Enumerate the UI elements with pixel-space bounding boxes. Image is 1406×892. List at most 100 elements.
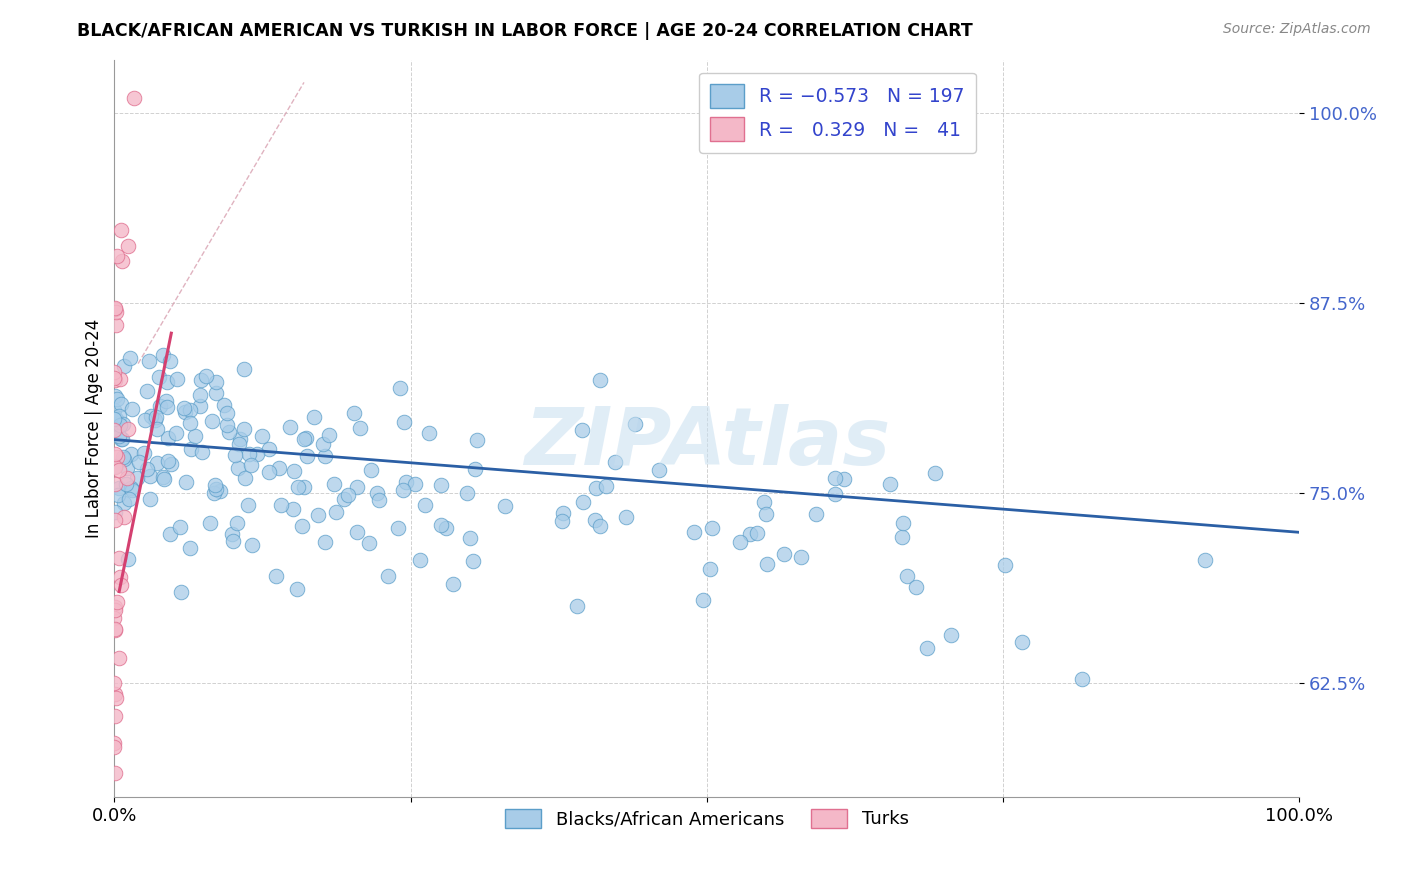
Point xyxy=(226,461,249,475)
Point xyxy=(104,602,127,616)
Point xyxy=(103,423,125,437)
Point xyxy=(160,458,183,472)
Point xyxy=(589,518,612,533)
Point xyxy=(122,90,145,104)
Point xyxy=(700,521,723,535)
Point xyxy=(195,368,218,383)
Point xyxy=(464,462,486,476)
Point xyxy=(747,525,769,540)
Point xyxy=(458,531,481,545)
Text: ZIPAtlas: ZIPAtlas xyxy=(523,404,890,482)
Point xyxy=(105,450,128,464)
Point xyxy=(236,499,259,513)
Point xyxy=(103,371,125,385)
Point xyxy=(108,372,131,386)
Point xyxy=(120,351,142,365)
Point xyxy=(349,421,371,435)
Point xyxy=(891,516,914,531)
Point xyxy=(336,488,359,502)
Point xyxy=(103,412,125,426)
Point xyxy=(108,651,131,665)
Point xyxy=(917,641,939,656)
Point xyxy=(143,413,166,427)
Point xyxy=(325,505,347,519)
Point xyxy=(166,372,188,386)
Point xyxy=(891,530,914,544)
Point xyxy=(121,401,143,416)
Point xyxy=(105,249,128,263)
Point xyxy=(139,492,162,507)
Point xyxy=(283,501,305,516)
Point xyxy=(173,404,195,418)
Point xyxy=(648,463,671,477)
Text: BLACK/AFRICAN AMERICAN VS TURKISH IN LABOR FORCE | AGE 20-24 CORRELATION CHART: BLACK/AFRICAN AMERICAN VS TURKISH IN LAB… xyxy=(77,22,973,40)
Point xyxy=(165,426,187,441)
Point xyxy=(413,498,436,512)
Point xyxy=(115,460,138,475)
Point xyxy=(138,354,160,368)
Point xyxy=(134,413,156,427)
Point xyxy=(307,508,329,522)
Point xyxy=(179,541,201,555)
Point xyxy=(429,478,451,492)
Point xyxy=(114,477,136,491)
Point xyxy=(368,493,391,508)
Point xyxy=(103,402,125,417)
Point xyxy=(585,481,607,495)
Point xyxy=(434,521,457,535)
Point xyxy=(323,477,346,491)
Point xyxy=(879,476,901,491)
Point xyxy=(108,417,131,432)
Point xyxy=(169,519,191,533)
Point xyxy=(108,409,131,423)
Point xyxy=(824,471,846,485)
Point xyxy=(553,506,575,520)
Point xyxy=(139,469,162,483)
Point xyxy=(1194,553,1216,567)
Point xyxy=(346,525,368,540)
Point xyxy=(312,436,335,450)
Point xyxy=(740,526,762,541)
Point xyxy=(103,365,125,379)
Point xyxy=(224,448,246,462)
Point xyxy=(204,376,226,390)
Point xyxy=(115,471,138,485)
Point xyxy=(155,394,177,409)
Point xyxy=(117,422,139,436)
Point xyxy=(318,427,340,442)
Point xyxy=(755,558,778,572)
Point xyxy=(104,766,127,780)
Point xyxy=(112,450,135,464)
Point xyxy=(103,736,125,750)
Point xyxy=(404,476,426,491)
Point xyxy=(683,525,706,540)
Point xyxy=(148,369,170,384)
Point xyxy=(114,509,136,524)
Point xyxy=(201,414,224,428)
Point xyxy=(465,433,488,447)
Point xyxy=(409,553,432,567)
Point xyxy=(295,449,318,463)
Point xyxy=(208,483,231,498)
Point xyxy=(752,494,775,508)
Point xyxy=(461,554,484,568)
Point xyxy=(699,562,721,576)
Point xyxy=(105,392,128,406)
Point xyxy=(204,482,226,496)
Point xyxy=(595,479,617,493)
Point xyxy=(565,599,588,613)
Point xyxy=(112,496,135,510)
Point xyxy=(156,400,179,414)
Point xyxy=(259,466,281,480)
Point xyxy=(110,432,132,446)
Point xyxy=(252,429,274,443)
Point xyxy=(692,592,714,607)
Point xyxy=(343,406,366,420)
Point xyxy=(103,447,125,461)
Point xyxy=(107,463,129,477)
Point xyxy=(104,599,127,614)
Point xyxy=(110,223,132,237)
Point xyxy=(104,422,127,436)
Point xyxy=(896,568,918,582)
Point xyxy=(104,458,127,473)
